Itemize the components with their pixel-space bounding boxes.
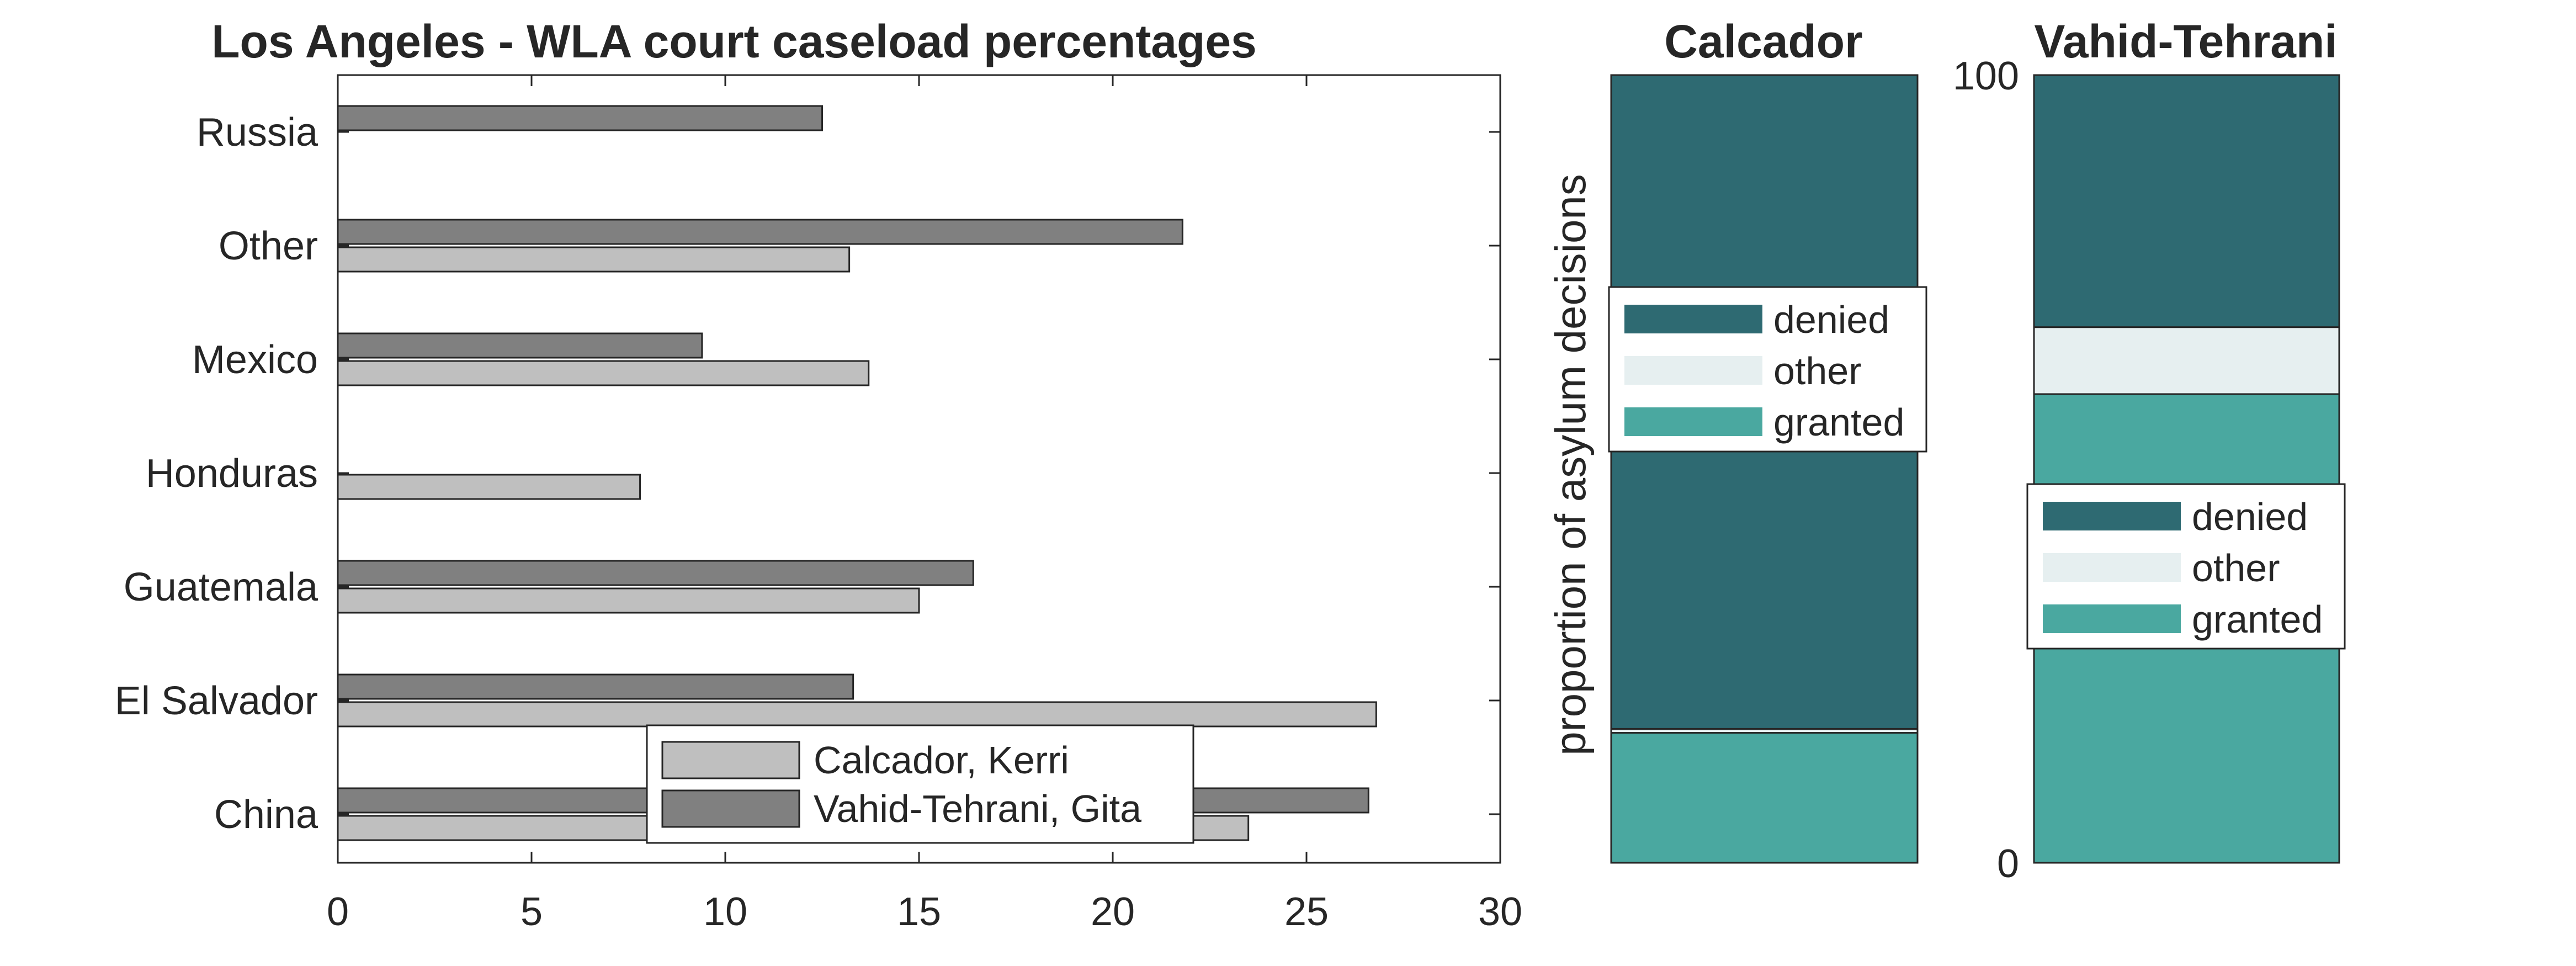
caseload-chart: Los Angeles - WLA court caseload percent… xyxy=(115,15,1522,934)
legend-swatch-denied xyxy=(2043,502,2181,530)
y-tick-label-other: Other xyxy=(219,224,318,268)
caseload-chart-title: Los Angeles - WLA court caseload percent… xyxy=(211,15,1257,67)
vahid-tehrani-stack xyxy=(2033,74,2340,864)
calcador-chart: Calcador denied other granted xyxy=(1608,15,1927,864)
y-tick-label-el-salvador: El Salvador xyxy=(115,679,318,723)
legend-swatch-vahid-tehrani xyxy=(661,789,800,828)
legend-swatch-granted xyxy=(1624,407,1762,436)
bar-calcador-kerri-mexico xyxy=(337,360,870,386)
bar-vahid-tehrani-gita-russia xyxy=(337,105,823,131)
bar-calcador-kerri-el-salvador xyxy=(337,701,1377,728)
bar-vahid-tehrani-gita-el-salvador xyxy=(337,673,854,700)
vahid-tehrani-legend[interactable]: denied other granted xyxy=(2026,483,2346,650)
legend-swatch-other xyxy=(2043,553,2181,582)
caseload-x-tick-labels: 0 5 10 15 20 25 30 xyxy=(327,890,1522,934)
legend-label-vahid-tehrani: Vahid-Tehrani, Gita xyxy=(814,787,1141,830)
bar-vahid-tehrani-gita-other xyxy=(337,219,1183,245)
x-tick-label-0: 0 xyxy=(327,890,349,934)
x-tick-label-5: 5 xyxy=(520,890,543,934)
vahid-tehrani-chart: Vahid-Tehrani 0 100 denied other granted xyxy=(1953,15,2346,886)
legend-label-granted: granted xyxy=(1773,401,1904,444)
x-tick-label-25: 25 xyxy=(1284,890,1329,934)
x-tick-label-15: 15 xyxy=(897,890,941,934)
x-tick-label-30: 30 xyxy=(1478,890,1522,934)
y-tick-label-0: 0 xyxy=(1997,842,2019,886)
vahid-tehrani-y-ticks: 0 100 xyxy=(1953,54,2019,886)
calcador-title: Calcador xyxy=(1664,15,1862,67)
legend-swatch-other xyxy=(1624,356,1762,385)
vahid-tehrani-title: Vahid-Tehrani xyxy=(2034,15,2337,67)
segment-denied xyxy=(2033,74,2340,328)
legend-label-calcador: Calcador, Kerri xyxy=(814,739,1069,782)
legend-label-denied: denied xyxy=(1773,298,1889,341)
caseload-y-tick-labels: China El Salvador Guatemala Honduras Mexico O… xyxy=(115,110,318,837)
caseload-plot-frame xyxy=(337,74,1501,864)
legend-label-granted: granted xyxy=(2192,598,2323,641)
bar-vahid-tehrani-gita-guatemala xyxy=(337,560,974,586)
proportion-y-axis-label: proportion of asylum decisions xyxy=(1546,174,1595,756)
y-tick-label-honduras: Honduras xyxy=(146,452,318,496)
segment-granted xyxy=(1610,732,1919,864)
calcador-stack xyxy=(1610,74,1919,864)
y-tick-label-russia: Russia xyxy=(196,110,318,155)
y-tick-label-100: 100 xyxy=(1953,54,2019,98)
legend-label-other: other xyxy=(1773,349,1862,392)
x-tick-label-20: 20 xyxy=(1091,890,1135,934)
bar-calcador-kerri-guatemala xyxy=(337,587,920,614)
bar-vahid-tehrani-gita-mexico xyxy=(337,332,703,359)
y-tick-label-china: China xyxy=(214,793,318,837)
legend-label-denied: denied xyxy=(2192,495,2308,538)
caseload-legend[interactable]: Calcador, Kerri Vahid-Tehrani, Gita xyxy=(646,724,1194,844)
calcador-legend[interactable]: denied other granted xyxy=(1608,286,1927,453)
legend-swatch-granted xyxy=(2043,604,2181,633)
x-tick-label-10: 10 xyxy=(703,890,747,934)
y-tick-label-mexico: Mexico xyxy=(192,338,318,382)
bar-calcador-kerri-honduras xyxy=(337,474,641,500)
legend-label-other: other xyxy=(2192,546,2280,590)
legend-swatch-denied xyxy=(1624,305,1762,333)
bar-calcador-kerri-other xyxy=(337,246,851,273)
legend-swatch-calcador xyxy=(661,741,800,779)
segment-other xyxy=(2033,326,2340,395)
y-tick-label-guatemala: Guatemala xyxy=(124,565,318,609)
